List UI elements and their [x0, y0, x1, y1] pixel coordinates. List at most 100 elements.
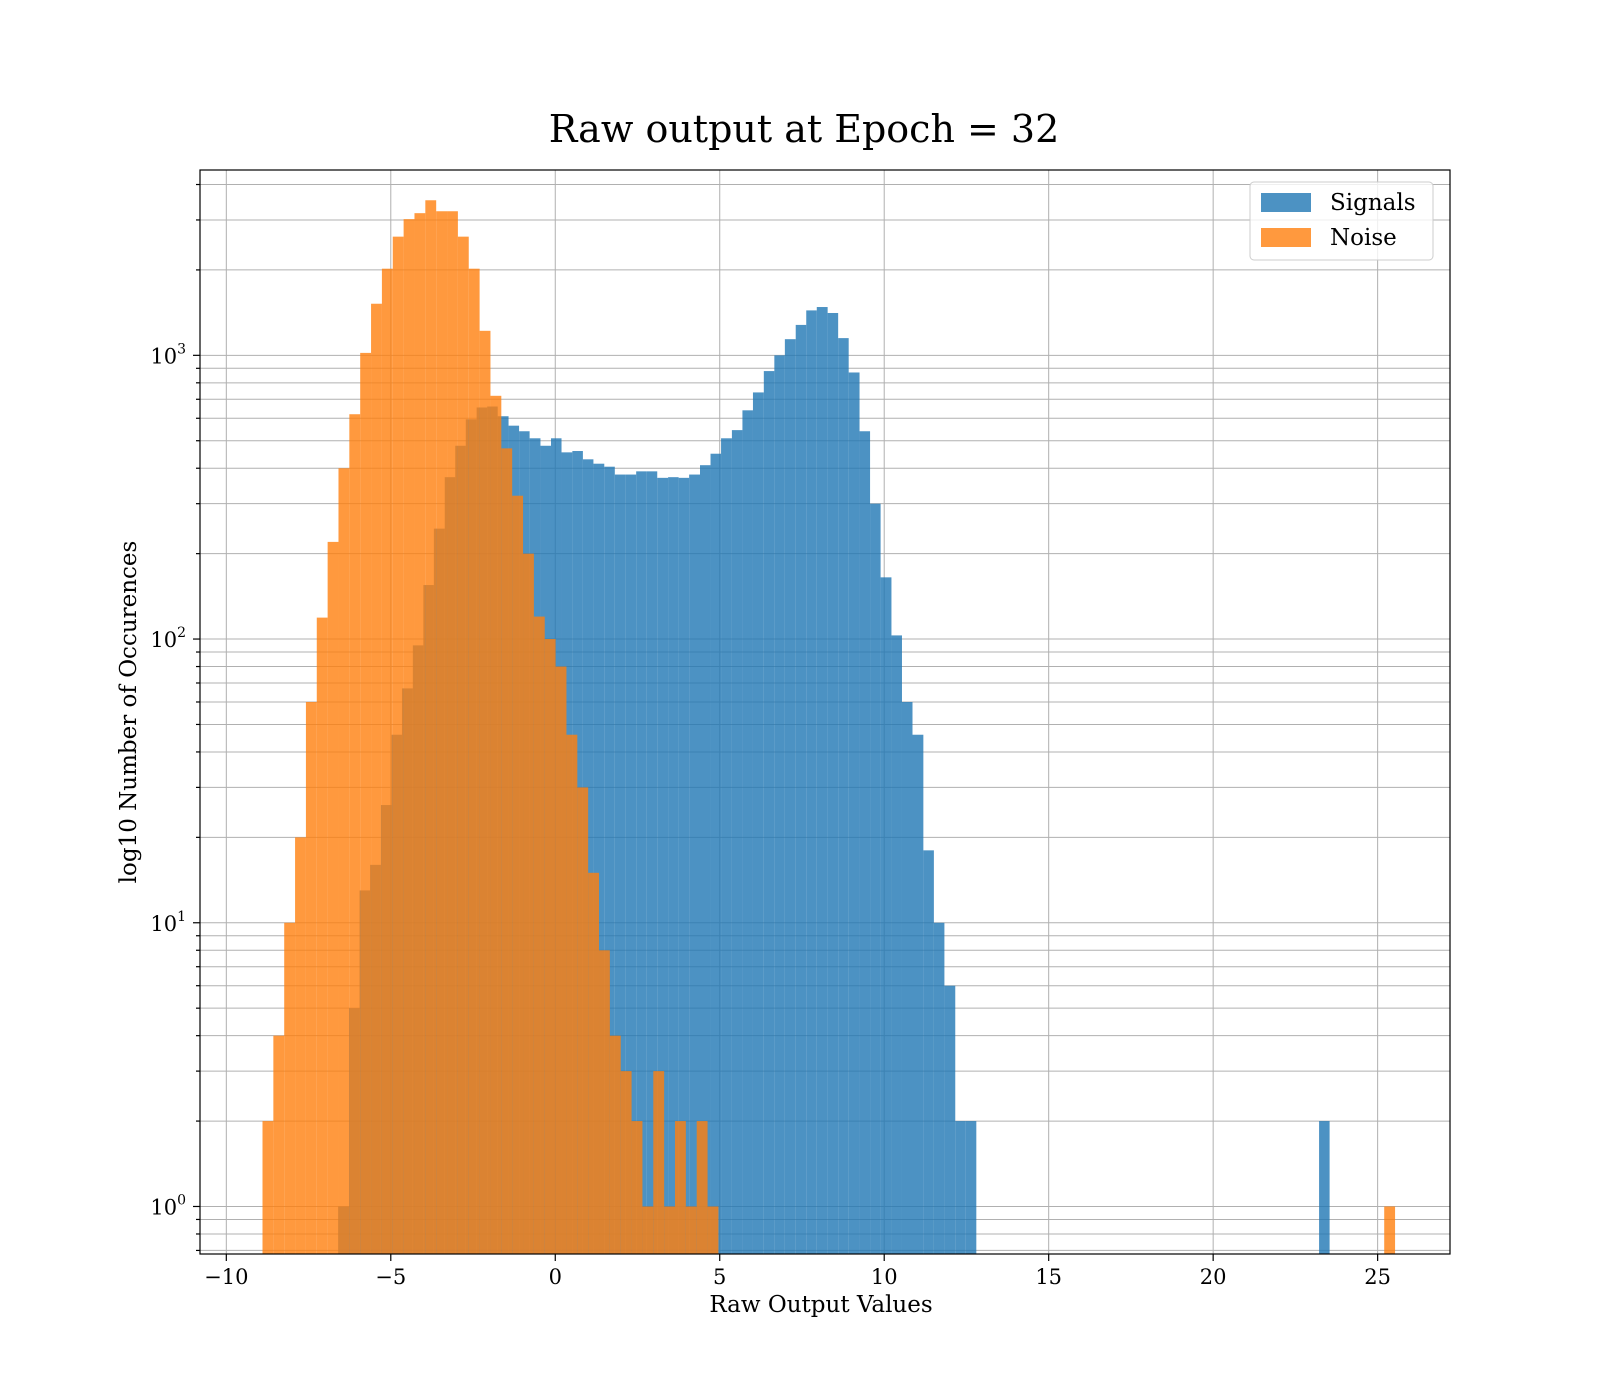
axis-ticks: −10 −5 0 5 10 15 20 25 100 101 102 103 [150, 183, 1391, 1289]
histogram-bar-noise [316, 617, 328, 1254]
histogram-bar-signals [689, 474, 700, 1255]
chart-title: Raw output at Epoch = 32 [549, 107, 1060, 151]
histogram-bar-signals [752, 392, 764, 1255]
histogram-bar-noise [457, 236, 469, 1255]
histogram-bar-signals [955, 1121, 966, 1254]
histogram-bar-signals [944, 985, 956, 1254]
histogram-bar-signals [848, 372, 860, 1254]
histogram-bar-signals [859, 431, 871, 1254]
x-tick-label: 25 [1364, 1265, 1391, 1289]
histogram-bar-signals [933, 922, 945, 1254]
histogram-bar-signals [646, 471, 658, 1254]
histogram-bar-signals [870, 503, 881, 1255]
histogram-bar-noise [295, 837, 306, 1254]
histogram-bar-signals [880, 577, 892, 1254]
histogram-bar-noise [284, 922, 296, 1254]
histogram-bar-signals [838, 338, 849, 1255]
histogram-bar-signals [784, 339, 796, 1254]
histogram-bar-signals [742, 410, 753, 1254]
chart-legend: Signals Noise [1249, 181, 1434, 261]
histogram-bar-signals [891, 635, 902, 1254]
histogram-bar-signals [668, 477, 679, 1254]
histogram-bar-noise [642, 1206, 654, 1254]
histogram-bar-noise [338, 468, 350, 1254]
histogram-bar-signals [700, 465, 711, 1254]
histogram-bar-noise [566, 734, 578, 1254]
histogram-bar-noise [425, 200, 437, 1255]
histogram-bar-signals [731, 430, 743, 1254]
histogram-bar-noise [685, 1206, 697, 1254]
histogram-bar-noise [262, 1121, 274, 1254]
histogram-bar-noise [555, 666, 567, 1254]
y-tick-label: 101 [150, 909, 186, 936]
histogram-bar-signals [816, 307, 828, 1254]
plot-frame [199, 169, 1451, 1255]
histogram-bar-noise [707, 1206, 719, 1254]
x-tick-label: 20 [1200, 1265, 1227, 1289]
histogram-bar-noise [609, 1035, 621, 1254]
histogram-bar-noise [327, 541, 339, 1254]
histogram-bar-signals [1319, 1121, 1330, 1254]
histogram-bar-noise [392, 236, 404, 1255]
histogram-bar-signals [806, 310, 817, 1254]
histogram-bar-signals [657, 477, 669, 1254]
y-tick-label: 102 [150, 625, 186, 652]
histogram-bar-signals [678, 477, 690, 1254]
histogram-bar-signals [795, 324, 807, 1254]
series-noise [262, 200, 1396, 1255]
histogram-bar-signals [965, 1121, 977, 1254]
histogram-bar-noise [273, 1035, 285, 1254]
legend-swatch-noise [1261, 228, 1311, 247]
histogram-bar-noise [305, 701, 317, 1254]
histogram-bar-noise [447, 211, 458, 1254]
histogram-bar-signals [774, 355, 785, 1254]
histogram-bar-signals [604, 466, 615, 1254]
x-tick-label: 5 [713, 1265, 726, 1289]
histogram-bar-signals [625, 474, 637, 1255]
y-axis-label: log10 Number of Occurences [116, 541, 142, 884]
histogram-bar-signals [901, 701, 913, 1254]
histogram-bar-noise [501, 448, 513, 1255]
histogram-bar-noise [544, 639, 556, 1254]
x-tick-label: 10 [871, 1265, 898, 1289]
y-tick-label: 103 [150, 341, 186, 368]
x-tick-label: −10 [204, 1265, 248, 1289]
histogram-bar-signals [923, 850, 934, 1254]
histogram-bar-noise [381, 268, 393, 1255]
y-tick-label: 100 [150, 1192, 186, 1219]
histogram-bar-noise [696, 1121, 708, 1254]
legend-label-signals: Signals [1330, 190, 1416, 216]
histogram-bar-signals [827, 312, 839, 1254]
x-axis-label: Raw Output Values [709, 1292, 932, 1318]
histogram-bar-noise [468, 268, 480, 1255]
histogram-bar-noise [653, 1071, 665, 1254]
histogram-bar-noise [360, 352, 372, 1255]
plot-area: −10 −5 0 5 10 15 20 25 100 101 102 103 [150, 169, 1451, 1289]
histogram-bar-signals [912, 734, 924, 1254]
histogram-bar-noise [588, 872, 600, 1254]
histogram-bar-noise [490, 395, 502, 1254]
histogram-bar-signals [721, 438, 732, 1254]
histogram-bar-noise [349, 414, 361, 1254]
histogram-bar-signals [710, 453, 722, 1254]
histogram-bar-noise [675, 1121, 686, 1254]
histogram-bars [262, 200, 1396, 1255]
histogram-bar-signals [614, 474, 626, 1255]
histogram-bar-noise [436, 211, 448, 1254]
histogram-bar-noise [1384, 1206, 1396, 1254]
histogram-bar-noise [414, 213, 426, 1255]
x-tick-label: −5 [375, 1265, 406, 1289]
histogram-bar-noise [620, 1071, 632, 1254]
legend-label-noise: Noise [1330, 225, 1397, 251]
histogram-bar-noise [631, 1121, 643, 1254]
histogram-bar-noise [371, 303, 382, 1254]
histogram-bar-signals [636, 471, 647, 1254]
histogram-bar-noise [577, 787, 589, 1254]
x-tick-label: 0 [549, 1265, 562, 1289]
histogram-bar-signals [593, 463, 605, 1255]
histogram-bar-noise [664, 1206, 675, 1254]
histogram-bar-noise [479, 330, 491, 1255]
histogram-bar-signals [763, 371, 775, 1254]
histogram-bar-noise [512, 495, 524, 1254]
